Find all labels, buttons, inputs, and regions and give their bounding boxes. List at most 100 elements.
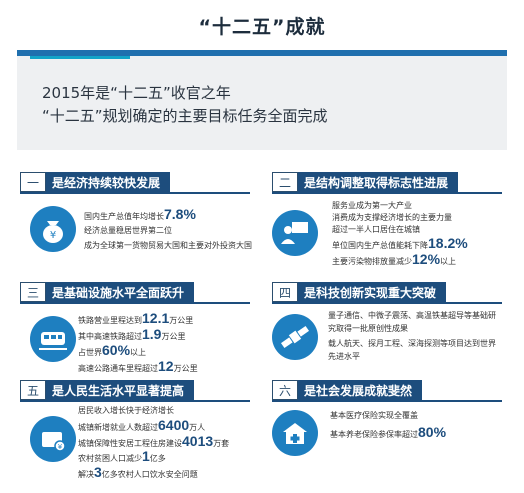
stat-line: 超过一半人口居住在城镇 [332,224,420,235]
stat-line: 经济总量稳居世界第二位 [84,225,172,236]
stat-line: 服务业成为第一大产业 [332,200,412,211]
section-rule [20,192,250,194]
stat-value: 4013 [182,433,214,449]
section-header: 二 是结构调整取得标志性进展 [272,172,459,192]
stat-text: 高速公路通车里程超过 [78,364,158,373]
stat-unit: 万公里 [161,332,186,341]
stat-line: 先进水平 [328,351,360,362]
stat-line: 其中高速铁路超过1.9万公里 [78,326,185,342]
page-title: “十二五”成就 [198,16,326,38]
banner-accent-line [30,56,130,59]
stat-line: 解决3亿多农村人口饮水安全问题 [78,464,198,480]
stat-line: 铁路营业里程达到12.1万公里 [78,310,193,326]
stat-line: 基本医疗保险实现全覆盖 [330,410,418,421]
stat-value: 18.2% [428,235,468,251]
section-title: 是科技创新实现重大突破 [298,282,447,302]
section-rule [272,302,502,304]
stat-text: 铁路营业里程达到 [78,316,142,325]
stat-value: 12 [158,358,174,374]
section-number: 三 [20,282,46,302]
stat-text: 服务业成为第一大产业 [332,201,412,210]
money-bag-icon: ¥ [30,206,76,252]
summary-banner [17,50,507,150]
section-title: 是社会发展成就斐然 [298,380,423,400]
stat-unit: 亿多 [149,454,166,463]
stat-value: 60% [102,342,131,358]
presenter-icon [272,210,318,256]
banner-top-bar [17,50,507,56]
stat-text: 量子通信、中微子震荡、高温铁基超导等基础研 [328,311,496,320]
section-header: 一 是经济持续较快发展 [20,172,171,192]
section-header: 五 是人民生活水平显著提高 [20,380,195,400]
stat-value: 12.1 [142,310,170,326]
stat-value: 80% [418,424,447,440]
hospital-icon [272,410,318,456]
stat-text: 究取得一批原创性成果 [328,324,408,333]
stat-line: 量子通信、中微子震荡、高温铁基超导等基础研 [328,310,496,321]
stat-unit: 万公里 [173,364,198,373]
stat-line: 占世界60%以上 [78,342,146,358]
stat-line: 高速公路通车里程超过12万公里 [78,358,198,374]
section-economy: 一 是经济持续较快发展 ¥ 国内生产总值年均增长7.8% 经济总量稳居世界第二位… [20,172,260,257]
stat-text: 占世界 [78,348,102,357]
stat-text: 载人航天、探月工程、深海探测等项目达到世界 [328,339,496,348]
stat-line: 基本养老保险参保率超过80% [330,424,446,440]
section-rule [272,192,502,194]
stat-value: 6400 [158,417,190,433]
stat-line: 消费成为支撑经济增长的主要力量 [332,212,452,223]
stat-unit: 亿多农村人口饮水安全问题 [101,470,198,479]
section-number: 六 [272,380,298,400]
stat-line: 载人航天、探月工程、深海探测等项目达到世界 [328,338,496,349]
section-title: 是结构调整取得标志性进展 [298,172,459,192]
stat-text: 基本养老保险参保率超过 [330,430,418,439]
stat-text: 国内生产总值年均增长 [84,212,164,221]
stat-line: 城镇保障性安居工程住房建设4013万套 [78,433,229,449]
stat-line: 农村贫困人口减少1亿多 [78,448,166,464]
section-living-standards: 五 是人民生活水平显著提高 ¥ 居民收入增长快于经济增长 城镇新增就业人数超过6… [20,380,260,490]
stat-text: 成为全球第一货物贸易大国和主要对外投资大国 [84,241,252,250]
stat-line: 究取得一批原创性成果 [328,323,408,334]
banner-line-2: “十二五”规划确定的主要目标任务全面完成 [42,107,328,125]
section-number: 一 [20,172,46,192]
section-social-development: 六 是社会发展成就斐然 基本医疗保险实现全覆盖 基本养老保险参保率超过80% [272,380,512,460]
stat-unit: 万套 [213,439,230,448]
stat-text: 农村贫困人口减少 [78,454,142,463]
train-icon [30,316,76,362]
section-technology: 四 是科技创新实现重大突破 量子通信、中微子震荡、高温铁基超导等基础研 究取得一… [272,282,512,377]
stat-unit: 万人 [189,423,206,432]
stat-unit: 以上 [440,257,457,266]
stat-text: 居民收入增长快于经济增长 [78,406,174,415]
stat-line: 国内生产总值年均增长7.8% [84,206,196,222]
section-rule [272,400,502,402]
stat-value: 12% [412,251,441,267]
section-title: 是基础设施水平全面跃升 [46,282,195,302]
stat-text: 消费成为支撑经济增长的主要力量 [332,213,452,222]
stat-text: 经济总量稳居世界第二位 [84,226,172,235]
wallet-icon: ¥ [30,416,76,462]
stat-text: 先进水平 [328,352,360,361]
stat-line: 成为全球第一货物贸易大国和主要对外投资大国 [84,240,252,251]
stat-unit: 万公里 [169,316,194,325]
stat-text: 超过一半人口居住在城镇 [332,225,420,234]
section-rule [20,302,250,304]
stat-value: 1.9 [142,326,162,342]
section-number: 四 [272,282,298,302]
section-header: 六 是社会发展成就斐然 [272,380,423,400]
section-structure: 二 是结构调整取得标志性进展 服务业成为第一大产业 消费成为支撑经济增长的主要力… [272,172,512,272]
stat-value: 7.8% [164,206,196,222]
stat-text: 解决 [78,470,94,479]
stat-text: 城镇保障性安居工程住房建设 [78,439,182,448]
section-header: 三 是基础设施水平全面跃升 [20,282,195,302]
stat-line: 单位国内生产总值能耗下降18.2% [332,235,468,251]
section-header: 四 是科技创新实现重大突破 [272,282,447,302]
section-title: 是经济持续较快发展 [46,172,171,192]
stat-text: 基本医疗保险实现全覆盖 [330,411,418,420]
section-title: 是人民生活水平显著提高 [46,380,195,400]
stat-value: 1 [142,448,150,464]
stat-value: 3 [94,464,102,480]
svg-text:¥: ¥ [50,230,56,241]
section-number: 五 [20,380,46,400]
stat-text: 其中高速铁路超过 [78,332,142,341]
banner-line-1: 2015年是“十二五”收官之年 [42,84,231,102]
stat-line: 城镇新增就业人数超过6400万人 [78,417,205,433]
